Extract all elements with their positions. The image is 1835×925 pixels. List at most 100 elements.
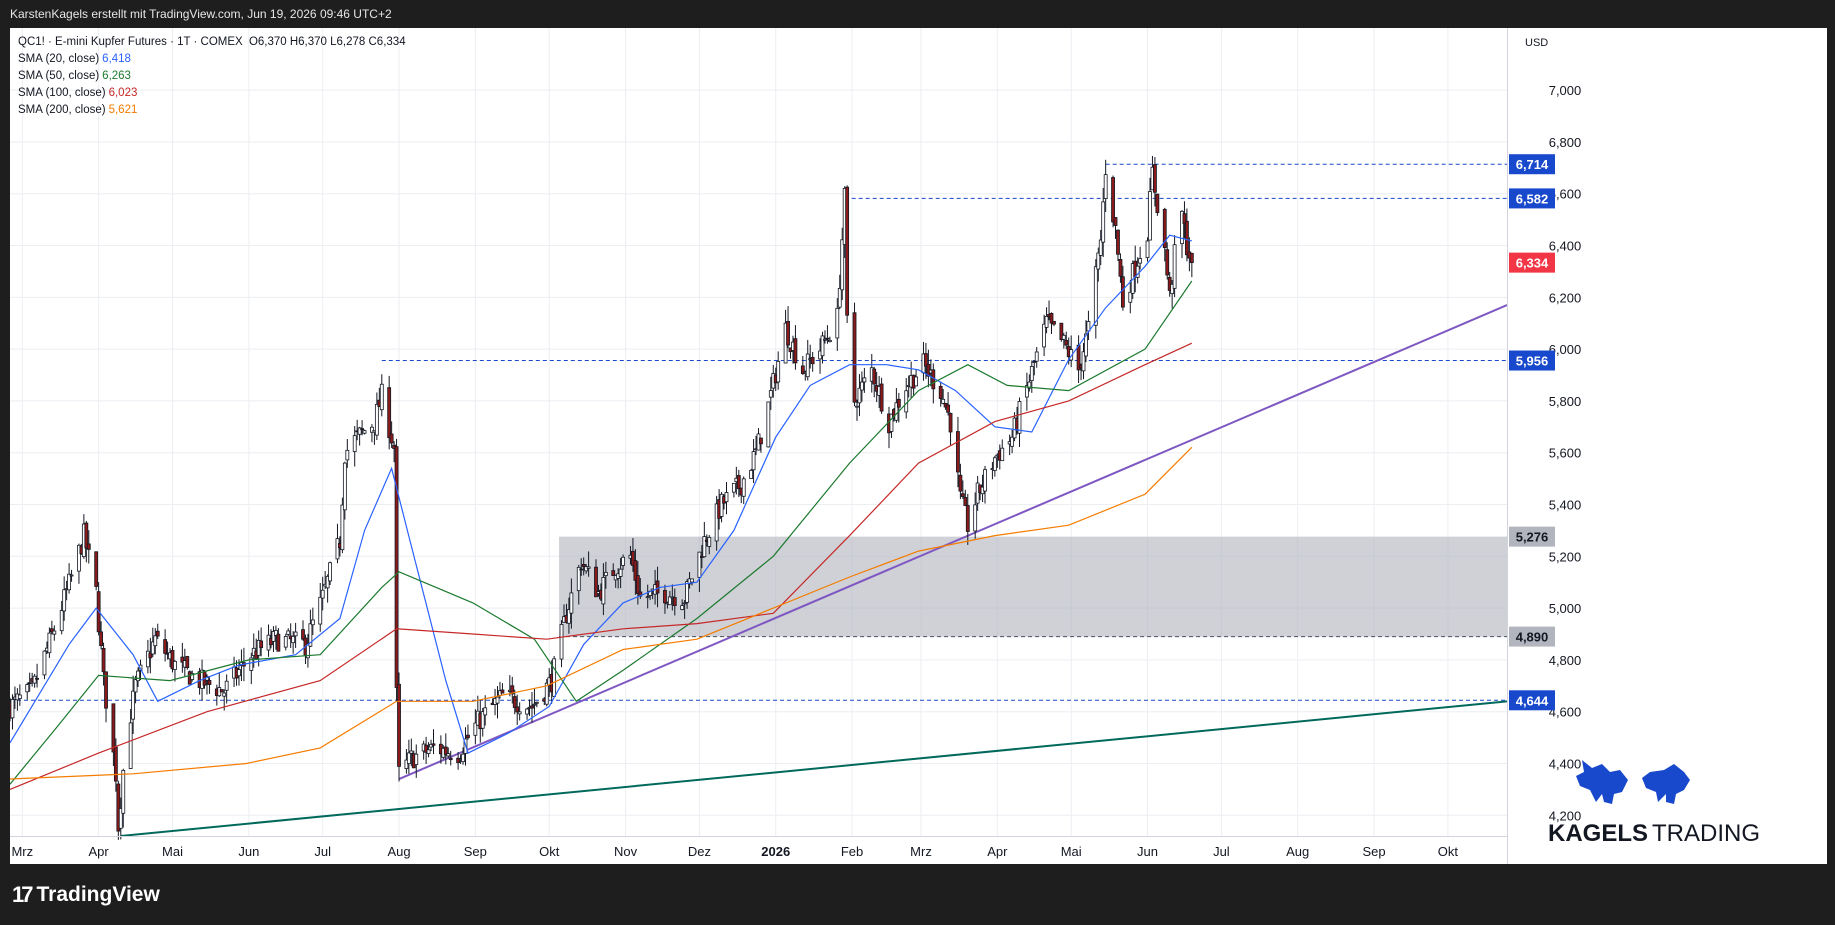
candle-body [335, 538, 340, 560]
candle-body [576, 566, 581, 592]
candle-body [1093, 266, 1098, 326]
candle-body [67, 573, 71, 591]
candle-body [517, 711, 522, 715]
candle-body [946, 404, 950, 413]
candle-body [249, 657, 254, 671]
candle-body [291, 635, 296, 644]
candle-body [362, 430, 367, 434]
legend-sma-100[interactable]: SMA (100, close) 6,023 [18, 87, 138, 99]
candle-body [237, 669, 241, 677]
candle-body [1170, 283, 1175, 294]
candle-body [219, 689, 224, 693]
candle-body [10, 699, 15, 719]
candle-body [1185, 220, 1189, 256]
level-price-label-bg [1509, 154, 1555, 175]
candle-body [579, 568, 584, 571]
last-price-label-bg [1509, 252, 1555, 273]
chart-area[interactable]: Mrz Apr Mai Jun Jul Aug Sep Okt Nov Dez 2026 Feb Mrz… [10, 28, 1827, 864]
candle-body [77, 544, 81, 572]
candle-body [581, 563, 586, 568]
candle-body [552, 658, 557, 697]
candle-body [535, 701, 539, 704]
candle-body [480, 711, 485, 729]
zone-bottom-label-bg [1509, 626, 1555, 647]
level-price-label-bg [1509, 350, 1555, 371]
level-price-label-bg [1509, 690, 1555, 711]
candle-body [466, 734, 470, 739]
candle-body [387, 387, 392, 439]
candle-body [1000, 447, 1005, 462]
candle-body [510, 685, 515, 695]
candle-body [1059, 322, 1064, 341]
candle-body [820, 335, 825, 357]
candle-body [62, 589, 67, 612]
candle-body [308, 623, 313, 647]
candle-body [768, 390, 773, 398]
candle-body [532, 703, 537, 706]
x-tick-label: Mrz [11, 844, 33, 859]
candle-body [1049, 313, 1054, 324]
candle-body [473, 722, 478, 736]
footer-bar: 17 TradingView [0, 864, 1835, 925]
candle-body [603, 571, 608, 577]
candle-body [118, 808, 123, 829]
candle-body [766, 401, 771, 448]
currency-label: USD [1525, 37, 1548, 49]
support-zone [559, 536, 1507, 637]
candle-body [645, 596, 650, 599]
candle-body [690, 578, 694, 583]
candle-body [207, 680, 212, 685]
candle-body [1118, 259, 1123, 277]
candle-body [328, 562, 332, 582]
candle-body [1113, 217, 1118, 226]
x-tick-label: Feb [841, 844, 863, 859]
zone-bottom-label: 4,890 [1516, 630, 1549, 645]
candle-body [975, 482, 980, 504]
candle-body [855, 405, 859, 408]
candle-body [456, 757, 461, 764]
candle-body [340, 504, 345, 551]
candle-body [153, 635, 158, 647]
legend-sma-50[interactable]: SMA (50, close) 6,263 [18, 70, 131, 82]
kagels-word: KAGELS [1548, 820, 1649, 847]
candle-body [567, 609, 571, 624]
candle-body [1042, 323, 1047, 348]
candle-body [1044, 315, 1049, 328]
trendline [120, 700, 1508, 837]
candle-body [525, 708, 529, 715]
candle-body [776, 360, 781, 383]
candle-body [973, 504, 978, 532]
candle-body [352, 435, 357, 452]
candle-body [111, 703, 116, 753]
symbol-line[interactable]: QC1! · E-mini Kupfer Futures · 1T · COME… [18, 36, 243, 48]
candle-body [283, 636, 288, 648]
candle-body [431, 743, 436, 746]
legend-sma-200[interactable]: SMA (200, close) 5,621 [18, 104, 138, 116]
x-tick-label: Mrz [910, 844, 932, 859]
sma-line [10, 234, 1192, 754]
level-price-label: 4,644 [1516, 693, 1549, 708]
tradingview-mark-icon: 17 [12, 882, 34, 907]
x-tick-label: Jul [1213, 844, 1230, 859]
x-tick-label: Okt [539, 844, 560, 859]
x-tick-label: Jun [1137, 844, 1158, 859]
x-tick-label: Mai [162, 844, 183, 859]
candle-body [1032, 361, 1037, 363]
tradingview-logo[interactable]: 17 TradingView [12, 882, 160, 908]
candlestick-chart[interactable]: Mrz Apr Mai Jun Jul Aug Sep Okt Nov Dez 2026 Feb Mrz… [10, 28, 1827, 864]
legend-sma-20[interactable]: SMA (20, close) 6,418 [18, 53, 131, 65]
candle-body [121, 770, 126, 814]
candle-body [515, 706, 520, 713]
candle-body [94, 551, 99, 587]
candle-body [379, 383, 384, 411]
candle-body [1017, 401, 1022, 434]
candle-body [680, 605, 685, 610]
x-tick-label: Apr [89, 844, 110, 859]
candle-body [345, 449, 350, 461]
candle-body [286, 630, 291, 635]
candle-body [1153, 164, 1157, 193]
candle-body [397, 683, 401, 767]
candle-body [1052, 321, 1056, 325]
candle-body [697, 551, 702, 578]
candle-body [559, 624, 564, 660]
